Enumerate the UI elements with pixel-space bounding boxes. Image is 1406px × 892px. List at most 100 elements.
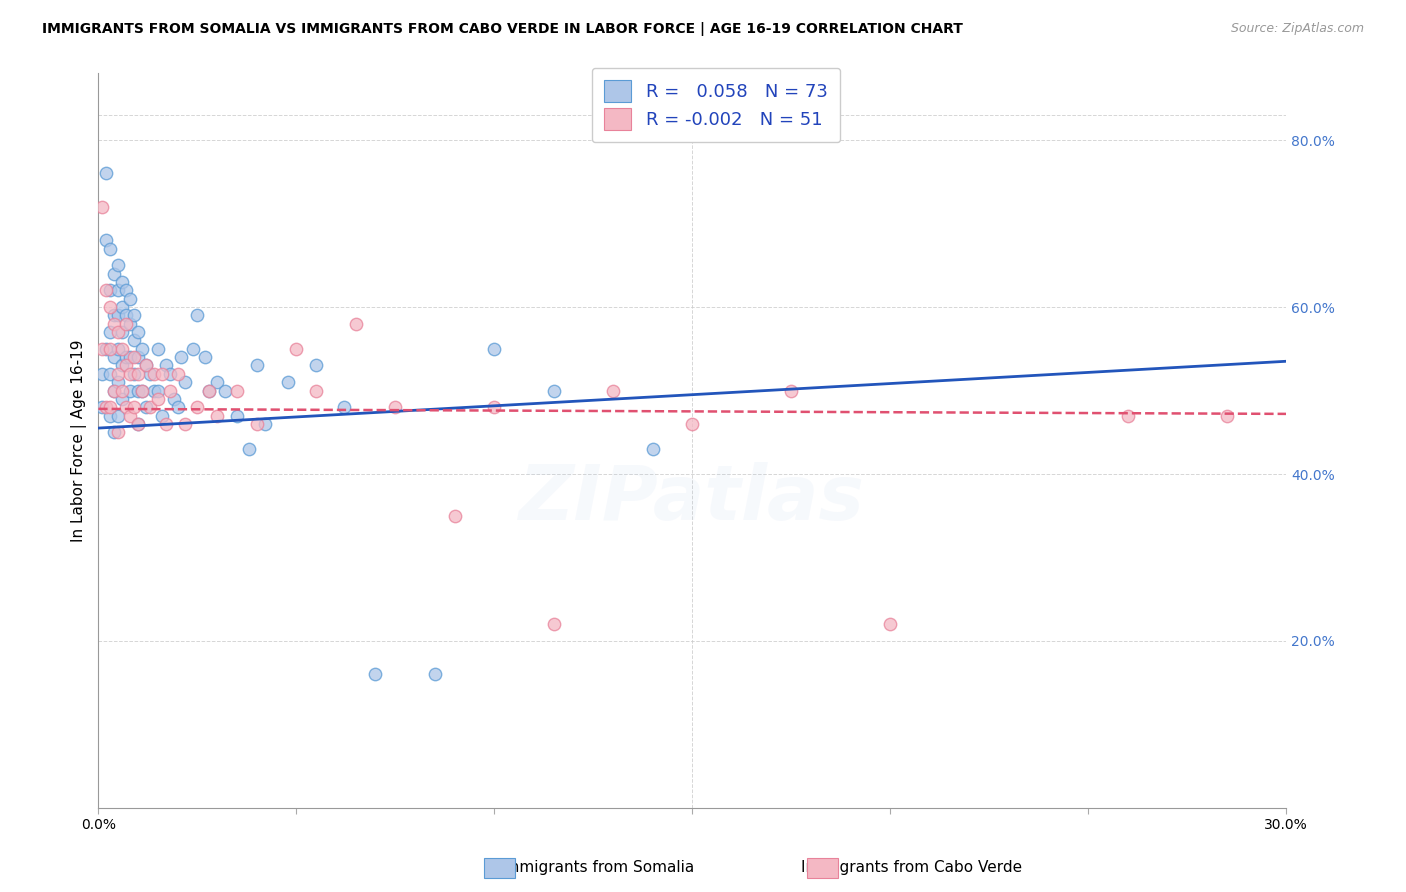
Point bbox=[246, 417, 269, 431]
Point bbox=[162, 392, 184, 406]
Point bbox=[186, 401, 208, 415]
Point bbox=[103, 384, 125, 398]
Point bbox=[159, 384, 181, 398]
Point bbox=[879, 617, 901, 632]
Point bbox=[277, 375, 299, 389]
Point bbox=[226, 409, 249, 423]
Point bbox=[118, 409, 141, 423]
Point bbox=[364, 667, 387, 681]
Point bbox=[96, 283, 118, 297]
Point bbox=[96, 233, 118, 247]
Point bbox=[142, 367, 165, 381]
Point bbox=[139, 367, 162, 381]
Point bbox=[226, 384, 249, 398]
Point bbox=[681, 417, 703, 431]
Point bbox=[194, 350, 217, 364]
Point bbox=[118, 367, 141, 381]
Point bbox=[641, 442, 664, 456]
Point bbox=[1215, 409, 1237, 423]
Point bbox=[246, 359, 269, 373]
Point bbox=[135, 359, 157, 373]
Point bbox=[107, 375, 129, 389]
Point bbox=[91, 401, 114, 415]
Point bbox=[111, 300, 134, 314]
Point bbox=[107, 342, 129, 356]
Point bbox=[166, 401, 188, 415]
Point bbox=[186, 309, 208, 323]
Point bbox=[103, 384, 125, 398]
Point bbox=[115, 359, 138, 373]
Legend: R =   0.058   N = 73, R = -0.002   N = 51: R = 0.058 N = 73, R = -0.002 N = 51 bbox=[592, 68, 841, 143]
Point bbox=[146, 342, 169, 356]
Point bbox=[384, 401, 406, 415]
Point bbox=[111, 384, 134, 398]
Point bbox=[98, 401, 121, 415]
Point bbox=[135, 401, 157, 415]
Point bbox=[122, 401, 145, 415]
Point bbox=[115, 283, 138, 297]
Point bbox=[115, 401, 138, 415]
Point bbox=[111, 325, 134, 339]
Point bbox=[443, 508, 465, 523]
Point bbox=[98, 300, 121, 314]
Point bbox=[150, 367, 173, 381]
Point bbox=[107, 367, 129, 381]
Point bbox=[170, 350, 193, 364]
Point bbox=[127, 367, 149, 381]
Point bbox=[98, 325, 121, 339]
Point bbox=[91, 200, 114, 214]
Point bbox=[122, 309, 145, 323]
Point bbox=[91, 367, 114, 381]
Point bbox=[107, 283, 129, 297]
Text: IMMIGRANTS FROM SOMALIA VS IMMIGRANTS FROM CABO VERDE IN LABOR FORCE | AGE 16-19: IMMIGRANTS FROM SOMALIA VS IMMIGRANTS FR… bbox=[42, 22, 963, 37]
Point bbox=[238, 442, 260, 456]
Point bbox=[198, 384, 221, 398]
Point bbox=[1116, 409, 1139, 423]
Point bbox=[166, 367, 188, 381]
Point bbox=[115, 309, 138, 323]
Point bbox=[135, 359, 157, 373]
Point bbox=[118, 384, 141, 398]
Point bbox=[205, 409, 228, 423]
Point bbox=[96, 401, 118, 415]
Point bbox=[139, 401, 162, 415]
Point bbox=[198, 384, 221, 398]
Point bbox=[111, 342, 134, 356]
Point bbox=[107, 325, 129, 339]
Point bbox=[98, 283, 121, 297]
Point bbox=[543, 617, 565, 632]
Point bbox=[127, 384, 149, 398]
Point bbox=[183, 342, 205, 356]
Point bbox=[107, 309, 129, 323]
Point bbox=[96, 342, 118, 356]
Point bbox=[98, 367, 121, 381]
Point bbox=[155, 417, 177, 431]
Y-axis label: In Labor Force | Age 16-19: In Labor Force | Age 16-19 bbox=[72, 339, 87, 541]
Point bbox=[115, 317, 138, 331]
Point bbox=[111, 392, 134, 406]
Point bbox=[103, 350, 125, 364]
Point bbox=[118, 317, 141, 331]
Point bbox=[107, 258, 129, 272]
Point bbox=[285, 342, 308, 356]
Point bbox=[423, 667, 446, 681]
Point bbox=[174, 375, 197, 389]
Point bbox=[118, 292, 141, 306]
Point bbox=[111, 359, 134, 373]
Point bbox=[155, 359, 177, 373]
Point bbox=[122, 350, 145, 364]
Point bbox=[131, 384, 153, 398]
Point bbox=[98, 242, 121, 256]
Point bbox=[142, 384, 165, 398]
Point bbox=[344, 317, 367, 331]
Point bbox=[111, 275, 134, 289]
Point bbox=[150, 409, 173, 423]
Point bbox=[103, 267, 125, 281]
Point bbox=[115, 350, 138, 364]
Text: Source: ZipAtlas.com: Source: ZipAtlas.com bbox=[1230, 22, 1364, 36]
Point bbox=[159, 367, 181, 381]
Point bbox=[543, 384, 565, 398]
Point bbox=[103, 425, 125, 440]
Point bbox=[174, 417, 197, 431]
Point bbox=[214, 384, 236, 398]
